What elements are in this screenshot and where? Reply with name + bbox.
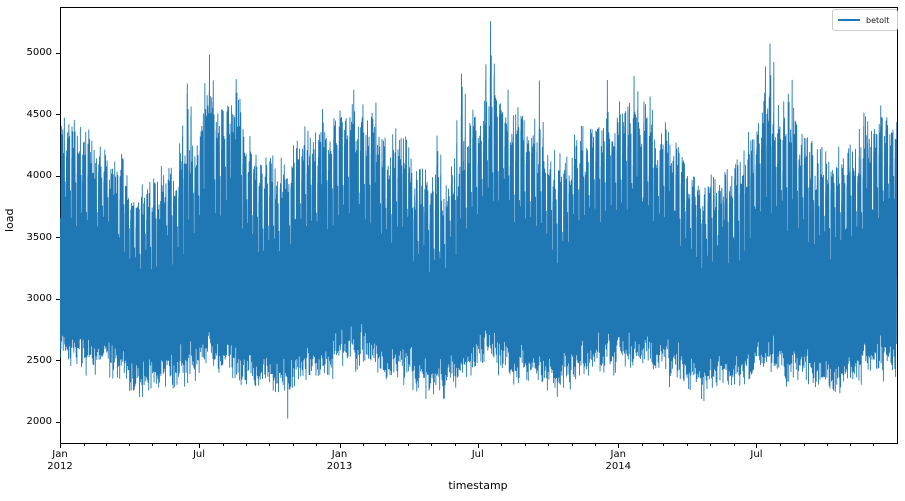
- y-tick-label: 3500: [26, 231, 52, 243]
- x-tick-year-label: 2014: [605, 461, 631, 472]
- x-minor-tick-mark: [501, 444, 503, 446]
- legend-line-sample-icon: [838, 19, 860, 21]
- load-series-line: [60, 7, 897, 443]
- x-tick-year-label: 2012: [47, 461, 73, 472]
- y-axis-label: load: [3, 208, 16, 232]
- x-minor-tick-mark: [129, 444, 131, 446]
- y-tick-label: 4500: [26, 108, 52, 120]
- x-tick-mark: [477, 444, 479, 448]
- x-minor-tick-mark: [454, 444, 456, 446]
- x-minor-tick-mark: [315, 444, 317, 446]
- x-minor-tick-mark: [176, 444, 178, 446]
- x-tick-label: Jan: [331, 449, 348, 460]
- x-minor-tick-mark: [431, 444, 433, 446]
- x-minor-tick-mark: [363, 444, 365, 446]
- x-minor-tick-mark: [709, 444, 711, 446]
- y-tick-mark: [56, 298, 60, 300]
- x-minor-tick-mark: [525, 444, 527, 446]
- x-tick-label: Jul: [192, 449, 206, 460]
- x-tick-mark: [60, 444, 61, 448]
- y-tick-label: 5000: [26, 47, 52, 59]
- y-tick-mark: [56, 114, 60, 116]
- y-tick-label: 2500: [26, 354, 52, 366]
- y-tick-label: 2000: [26, 416, 52, 428]
- x-minor-tick-mark: [222, 444, 224, 446]
- x-tick-mark: [198, 444, 200, 448]
- y-tick-label: 3000: [26, 293, 52, 305]
- x-minor-tick-mark: [663, 444, 665, 446]
- y-tick-mark: [56, 237, 60, 239]
- x-tick-label: Jul: [471, 449, 484, 460]
- x-minor-tick-mark: [641, 444, 643, 446]
- x-minor-tick-mark: [292, 444, 294, 446]
- x-tick-label: Jan: [52, 449, 68, 460]
- x-axis-label: timestamp: [448, 479, 508, 492]
- x-minor-tick-mark: [803, 444, 805, 446]
- x-minor-tick-mark: [152, 444, 154, 446]
- x-minor-tick-mark: [571, 444, 573, 446]
- y-tick-mark: [56, 360, 60, 362]
- x-minor-tick-mark: [105, 444, 107, 446]
- x-tick-label: Jan: [610, 449, 626, 460]
- y-tick-mark: [56, 421, 60, 423]
- x-minor-tick-mark: [83, 444, 85, 446]
- x-minor-tick-mark: [873, 444, 875, 446]
- x-tick-label: Jul: [750, 449, 763, 460]
- x-minor-tick-mark: [408, 444, 410, 446]
- x-minor-tick-mark: [780, 444, 782, 446]
- legend: betolt: [832, 9, 898, 31]
- x-tick-year-label: 2013: [326, 461, 353, 472]
- x-tick-mark: [756, 444, 758, 448]
- x-minor-tick-mark: [594, 444, 596, 446]
- y-tick-mark: [56, 52, 60, 54]
- x-minor-tick-mark: [547, 444, 549, 446]
- x-tick-mark: [618, 444, 620, 448]
- x-minor-tick-mark: [384, 444, 386, 446]
- x-minor-tick-mark: [686, 444, 688, 446]
- x-minor-tick-mark: [269, 444, 271, 446]
- x-minor-tick-mark: [850, 444, 852, 446]
- y-tick-mark: [56, 175, 60, 177]
- legend-label: betolt: [866, 15, 890, 25]
- x-tick-mark: [339, 444, 341, 448]
- y-tick-label: 4000: [26, 170, 52, 182]
- x-minor-tick-mark: [826, 444, 828, 446]
- x-minor-tick-mark: [733, 444, 735, 446]
- x-minor-tick-mark: [246, 444, 248, 446]
